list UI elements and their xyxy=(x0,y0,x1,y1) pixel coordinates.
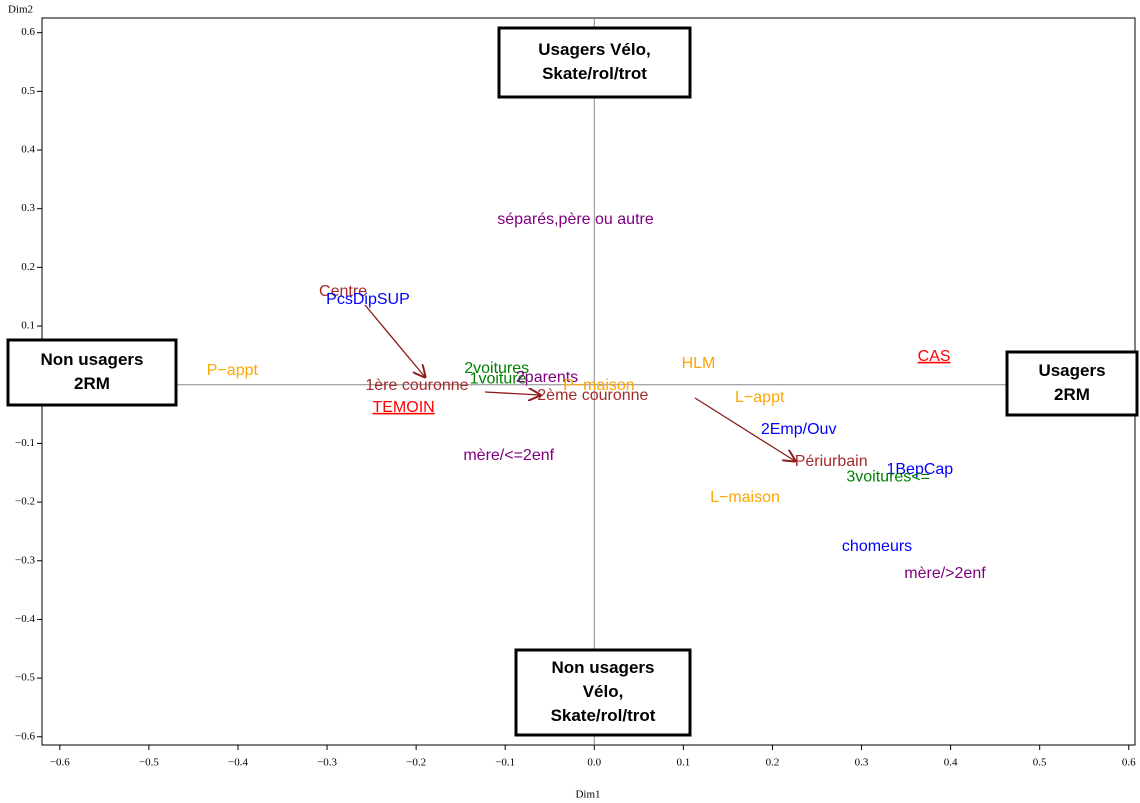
point-label: 2voitures xyxy=(464,360,529,377)
x-tick-label: −0.3 xyxy=(317,757,337,769)
x-tick-label: 0.6 xyxy=(1122,757,1136,769)
annotation-text: Usagers xyxy=(1038,361,1105,380)
x-tick-label: −0.6 xyxy=(50,757,70,769)
x-tick-label: −0.4 xyxy=(228,757,248,769)
point-label: P−appt xyxy=(207,362,259,379)
point-label: L−appt xyxy=(735,389,785,406)
x-axis-label: Dim1 xyxy=(575,789,600,801)
y-tick-label: 0.1 xyxy=(21,320,35,332)
y-tick-label: −0.2 xyxy=(15,496,35,508)
y-axis-label: Dim2 xyxy=(8,4,33,16)
point-label: TEMOIN xyxy=(372,399,434,416)
point-label: 2ème couronne xyxy=(537,387,648,404)
point-label: 1ère couronne xyxy=(365,377,468,394)
x-tick-label: 0.4 xyxy=(944,757,958,769)
point-label: 3voitures<= xyxy=(846,469,930,486)
annotation-text: 2RM xyxy=(1054,385,1090,404)
arrow xyxy=(484,392,540,395)
annotation-box xyxy=(6,338,178,407)
x-tick-label: 0.3 xyxy=(855,757,869,769)
point-label: PcsDipSUP xyxy=(326,291,410,308)
annotation-box xyxy=(497,26,692,99)
point-label: Centre xyxy=(319,283,367,300)
x-tick-label: −0.1 xyxy=(495,757,515,769)
point-label: L−maison xyxy=(710,489,780,506)
arrow xyxy=(364,304,425,377)
point-label: séparés,père ou autre xyxy=(497,211,654,228)
y-tick-label: 0.3 xyxy=(21,202,35,214)
y-tick-label: −0.3 xyxy=(15,554,35,566)
point-label: 2Emp/Ouv xyxy=(761,421,837,438)
point-label: P−maison xyxy=(563,377,635,394)
point-label: 1voiture xyxy=(470,371,527,388)
point-label: chomeurs xyxy=(842,538,912,555)
point-label: 2parents xyxy=(516,369,578,386)
y-tick-label: −0.5 xyxy=(15,672,35,684)
annotation-text: Non usagers xyxy=(552,658,655,677)
annotation-text: Vélo, xyxy=(583,682,624,701)
y-tick-label: −0.6 xyxy=(15,730,35,742)
x-tick-label: −0.5 xyxy=(139,757,159,769)
point-label: Périurbain xyxy=(795,453,868,470)
point-label: 1BepCap xyxy=(886,461,953,478)
x-tick-label: 0.2 xyxy=(766,757,780,769)
x-tick-label: −0.2 xyxy=(406,757,426,769)
y-tick-label: 0.4 xyxy=(21,144,35,156)
point-label: HLM xyxy=(682,355,716,372)
annotation-box xyxy=(1005,350,1139,417)
point-label: CAS xyxy=(918,348,951,365)
point-label: mère/<=2enf xyxy=(463,447,554,464)
y-tick-label: 0.2 xyxy=(21,261,35,273)
annotation-text: Usagers Vélo, xyxy=(538,40,650,59)
y-tick-label: 0.6 xyxy=(21,26,35,38)
y-tick-label: −0.1 xyxy=(15,437,35,449)
annotation-text: Skate/rol/trot xyxy=(542,64,647,83)
y-tick-label: 0.5 xyxy=(21,85,35,97)
annotation-text: Skate/rol/trot xyxy=(551,706,656,725)
x-tick-label: 0.5 xyxy=(1033,757,1047,769)
x-tick-label: 0.1 xyxy=(676,757,690,769)
annotation-box xyxy=(514,648,692,737)
annotation-text: Non usagers xyxy=(41,350,144,369)
arrow xyxy=(694,397,795,461)
x-tick-label: 0.0 xyxy=(587,757,601,769)
point-label: mère/>2enf xyxy=(904,565,986,582)
arrows xyxy=(364,304,795,461)
annotation-text: 2RM xyxy=(74,374,110,393)
y-tick-label: −0.4 xyxy=(15,613,35,625)
